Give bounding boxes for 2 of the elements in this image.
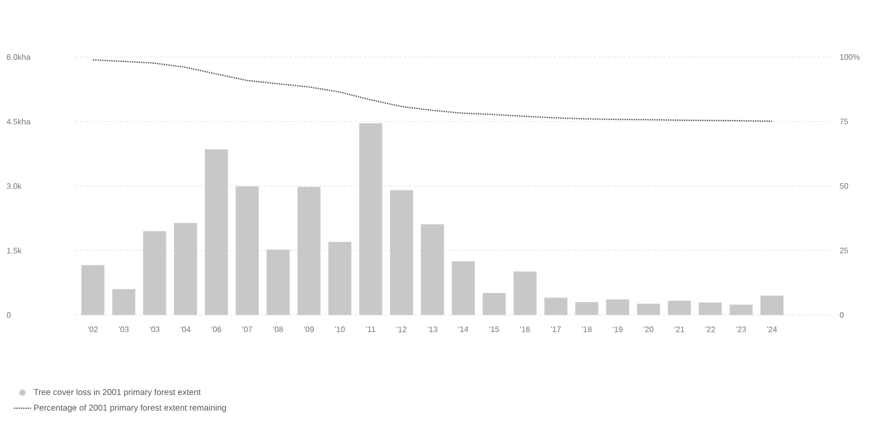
legend-label: Percentage of 2001 primary forest extent remaining <box>34 404 226 412</box>
legend-label: Tree cover loss in 2001 primary forest extent <box>34 388 201 397</box>
